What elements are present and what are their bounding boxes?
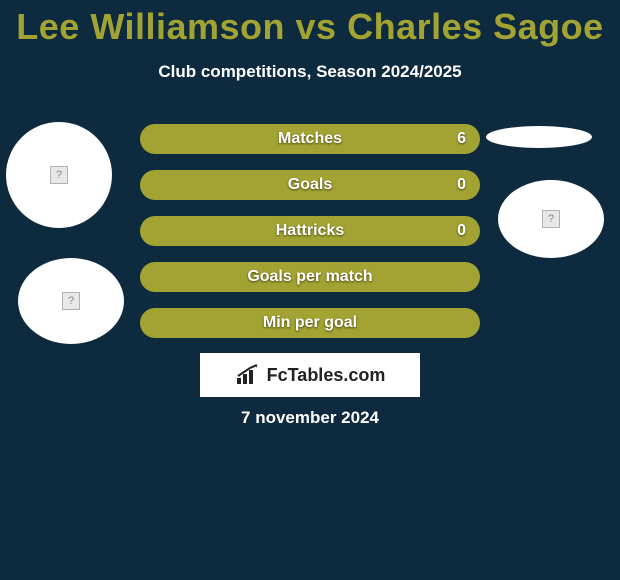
- broken-image-icon: [542, 210, 560, 228]
- broken-image-icon: [62, 292, 80, 310]
- player2-avatar-ellipse: [486, 126, 592, 148]
- player1-club-avatar: [18, 258, 124, 344]
- stat-row-mpg: Min per goal: [140, 308, 480, 338]
- subtitle: Club competitions, Season 2024/2025: [0, 62, 620, 82]
- page-title: Lee Williamson vs Charles Sagoe: [0, 0, 620, 48]
- stat-value: 0: [457, 170, 466, 200]
- brand-badge: FcTables.com: [200, 353, 420, 397]
- stat-label: Min per goal: [140, 308, 480, 338]
- broken-image-icon: [50, 166, 68, 184]
- stat-row-hattricks: Hattricks 0: [140, 216, 480, 246]
- player1-avatar: [6, 122, 112, 228]
- stat-label: Hattricks: [140, 216, 480, 246]
- date-text: 7 november 2024: [0, 408, 620, 428]
- player2-club-avatar: [498, 180, 604, 258]
- stat-label: Matches: [140, 124, 480, 154]
- brand-text: FcTables.com: [267, 365, 386, 386]
- stat-row-goals: Goals 0: [140, 170, 480, 200]
- stat-row-gpm: Goals per match: [140, 262, 480, 292]
- stat-row-matches: Matches 6: [140, 124, 480, 154]
- stat-value: 0: [457, 216, 466, 246]
- brand-chart-icon: [235, 364, 261, 386]
- stat-label: Goals per match: [140, 262, 480, 292]
- stat-label: Goals: [140, 170, 480, 200]
- stat-value: 6: [457, 124, 466, 154]
- stats-panel: Matches 6 Goals 0 Hattricks 0 Goals per …: [140, 124, 480, 354]
